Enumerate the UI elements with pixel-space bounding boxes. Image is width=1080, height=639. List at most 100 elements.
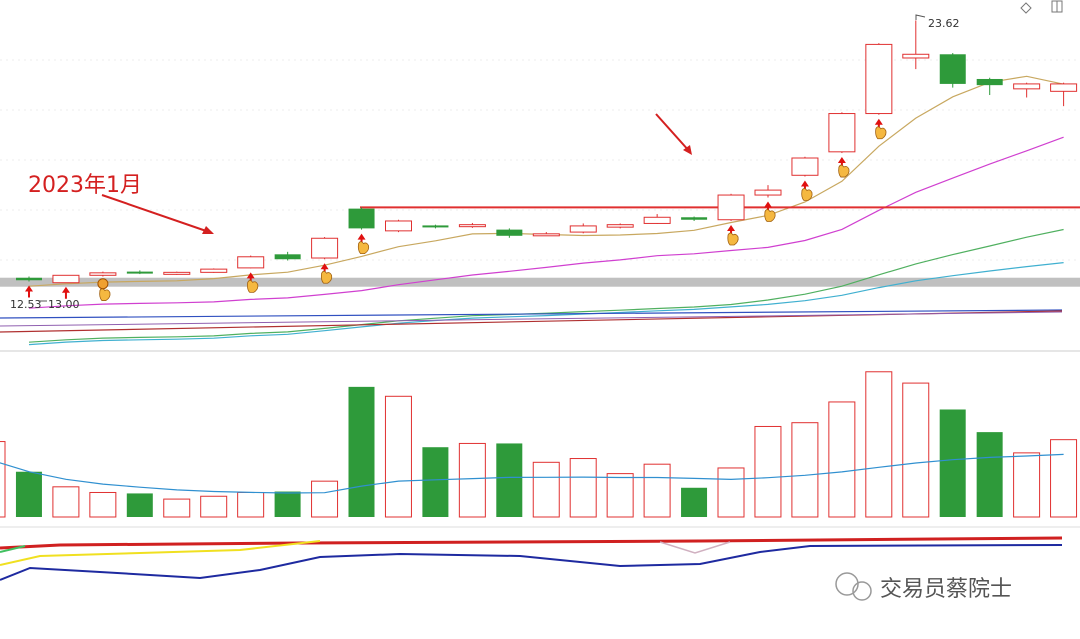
candle — [1050, 82, 1078, 107]
candle-body — [237, 256, 265, 269]
candle — [865, 43, 893, 115]
hand-icon — [875, 126, 887, 140]
candle — [385, 219, 412, 233]
candle-body — [606, 224, 634, 228]
up-arrow-icon — [837, 157, 846, 170]
up-arrow-icon — [61, 286, 70, 299]
candle — [458, 222, 486, 228]
candle — [606, 223, 634, 229]
indicator-line-pink — [659, 541, 731, 554]
candle-body — [1013, 83, 1041, 90]
candle — [163, 271, 191, 275]
window-icon[interactable] — [1051, 0, 1063, 13]
candle-body — [16, 277, 42, 281]
volume-bar — [865, 371, 893, 518]
hand-icon — [838, 164, 850, 178]
ma60-line — [28, 262, 1064, 346]
candle — [311, 237, 339, 260]
wechat-icon — [835, 572, 872, 601]
volume-bar — [606, 473, 634, 518]
volume-bar — [422, 447, 449, 517]
candle-body — [865, 43, 893, 115]
annotation-arrowhead — [202, 226, 214, 234]
candle-body — [496, 229, 523, 236]
volume-bar — [496, 443, 523, 517]
volume-bar — [569, 458, 597, 518]
high-leader — [915, 14, 926, 20]
month-annotation: 2023年1月 — [28, 173, 142, 198]
candle-body — [126, 271, 153, 274]
ma5-line — [28, 75, 1064, 287]
volume-bar — [348, 386, 375, 517]
candle-body — [828, 113, 856, 153]
hand-icon — [357, 241, 370, 255]
volume-bar — [237, 491, 265, 518]
annotation-arrow — [655, 113, 691, 153]
buy-marker-icon — [25, 285, 33, 298]
volume-bar — [939, 409, 966, 517]
candle-body — [385, 220, 412, 232]
volume-bar — [15, 471, 42, 517]
candle-body — [89, 272, 117, 276]
hand-icon — [247, 279, 259, 293]
candle — [200, 268, 228, 273]
buy-marker-icon — [837, 157, 850, 178]
volume-ma-line — [0, 453, 1064, 494]
indicator-line-blue — [0, 544, 1063, 581]
volume-bar — [384, 395, 412, 518]
candle-body — [422, 225, 449, 228]
volume-bar — [532, 461, 560, 518]
volume-bar — [976, 432, 1003, 517]
candle — [237, 255, 265, 269]
candle — [52, 274, 80, 284]
candle — [754, 185, 782, 198]
hand-icon — [801, 188, 813, 201]
candle — [348, 207, 375, 230]
candle — [126, 270, 153, 275]
candle — [717, 193, 745, 221]
candle-body — [791, 157, 819, 176]
low-price-label-2: 13.00 — [48, 298, 80, 311]
hand-icon — [764, 209, 776, 222]
ma10-line — [28, 136, 1064, 309]
candle-body — [939, 54, 966, 84]
up-arrow-icon — [764, 201, 772, 214]
annotation-arrow — [101, 194, 213, 234]
candle-body — [976, 78, 1003, 86]
indicator-line-yellow — [0, 540, 321, 566]
volume-bar — [902, 382, 930, 518]
hand-icon — [727, 232, 739, 246]
candle — [569, 223, 597, 234]
indicator-line-green — [0, 545, 26, 553]
diamond-icon[interactable] — [1020, 2, 1032, 14]
candle — [532, 232, 560, 237]
wechat-icon-bubble — [835, 572, 859, 596]
buy-marker-icon — [357, 233, 370, 255]
candle — [681, 216, 708, 221]
volume-bar — [643, 463, 671, 518]
up-arrow-icon — [800, 180, 809, 193]
volume-bar — [89, 491, 117, 518]
volume-bar — [163, 498, 191, 518]
high-price-label: 23.62 — [928, 17, 960, 30]
buy-marker-icon — [874, 118, 887, 140]
watermark-text: 交易员蔡院士 — [880, 577, 1012, 602]
signal-dot-icon — [97, 278, 109, 290]
hand-icon — [320, 270, 333, 284]
up-arrow-icon — [320, 263, 329, 276]
buy-marker-icon — [246, 272, 259, 293]
volume-bar — [274, 491, 301, 517]
buy-marker-icon — [61, 286, 70, 299]
candle — [828, 112, 856, 154]
candle-body — [569, 225, 597, 233]
candle-body — [200, 268, 228, 273]
buy-marker-icon — [800, 180, 813, 201]
volume-bar — [717, 467, 745, 518]
ma180-line — [0, 311, 1063, 327]
wechat-icon-bubble — [852, 581, 872, 601]
candle-body — [1050, 83, 1078, 92]
ma20-line — [28, 228, 1064, 343]
candle — [976, 77, 1003, 96]
